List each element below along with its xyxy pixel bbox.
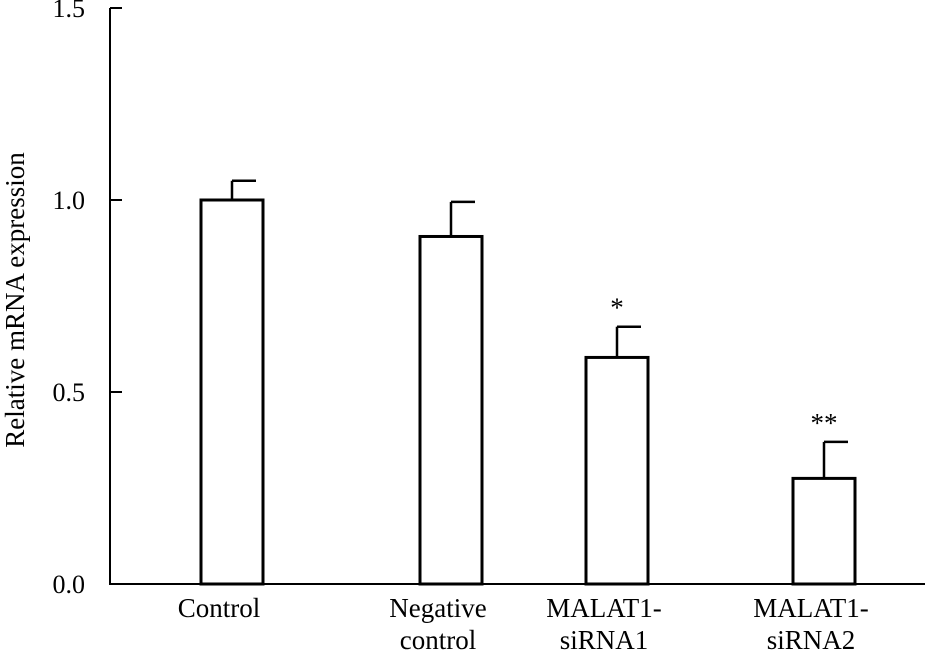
x-tick-label: control [400,625,476,655]
x-tick-label: Negative [389,593,486,623]
bar [199,198,265,586]
bar [791,476,857,586]
bar [584,355,650,586]
y-tick-label: 1.5 [53,0,86,23]
significance-marker: * [610,293,624,323]
significance-marker: ** [811,408,838,438]
x-tick-label: Control [178,593,261,623]
x-tick-label: MALAT1- [546,593,662,623]
y-tick-label: 1.0 [53,186,86,215]
bar [418,234,484,586]
x-tick-label: MALAT1- [753,593,869,623]
y-axis-label: Relative mRNA expression [0,152,30,448]
y-tick-label: 0.0 [53,570,86,599]
x-tick-label: siRNA2 [767,625,856,655]
y-tick-label: 0.5 [53,378,86,407]
x-tick-label: siRNA1 [560,625,649,655]
